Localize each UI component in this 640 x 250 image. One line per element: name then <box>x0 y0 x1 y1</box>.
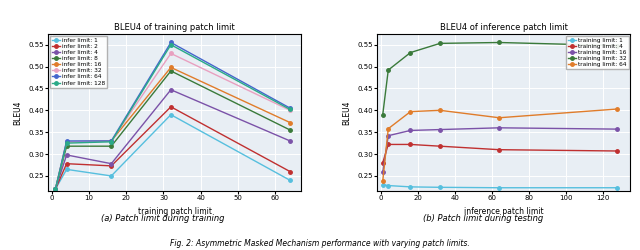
training limit: 32: (16, 0.532): 32: (16, 0.532) <box>406 51 414 54</box>
training limit: 4: (128, 0.307): 4: (128, 0.307) <box>614 150 621 152</box>
Text: (a) Patch limit during training: (a) Patch limit during training <box>102 214 225 223</box>
infer limit: 2: (16, 0.273): 2: (16, 0.273) <box>108 164 115 168</box>
training limit: 1: (32, 0.224): 1: (32, 0.224) <box>436 186 444 189</box>
training limit: 32: (32, 0.553): 32: (32, 0.553) <box>436 42 444 45</box>
infer limit: 2: (4, 0.278): 2: (4, 0.278) <box>63 162 70 165</box>
infer limit: 128: (16, 0.328): 128: (16, 0.328) <box>108 140 115 143</box>
Line: infer limit: 1: infer limit: 1 <box>54 113 292 191</box>
infer limit: 8: (64, 0.355): 8: (64, 0.355) <box>286 128 294 132</box>
Line: infer limit: 2: infer limit: 2 <box>54 105 292 191</box>
training limit: 32: (1, 0.39): 32: (1, 0.39) <box>379 113 387 116</box>
X-axis label: inference patch limit: inference patch limit <box>464 207 543 216</box>
Line: training limit: 64: training limit: 64 <box>381 107 619 183</box>
infer limit: 2: (64, 0.26): 2: (64, 0.26) <box>286 170 294 173</box>
Line: training limit: 32: training limit: 32 <box>381 41 619 117</box>
infer limit: 32: (1, 0.22): 32: (1, 0.22) <box>52 188 60 190</box>
Legend: training limit: 1, training limit: 4, training limit: 16, training limit: 32, tr: training limit: 1, training limit: 4, tr… <box>566 36 628 69</box>
infer limit: 1: (64, 0.24): 1: (64, 0.24) <box>286 179 294 182</box>
training limit: 4: (64, 0.31): 4: (64, 0.31) <box>495 148 503 151</box>
Line: infer limit: 64: infer limit: 64 <box>54 41 292 191</box>
training limit: 4: (1, 0.28): 4: (1, 0.28) <box>379 161 387 164</box>
infer limit: 128: (4, 0.325): 128: (4, 0.325) <box>63 142 70 144</box>
infer limit: 1: (1, 0.22): 1: (1, 0.22) <box>52 188 60 190</box>
training limit: 16: (1, 0.258): 16: (1, 0.258) <box>379 171 387 174</box>
training limit: 64: (1, 0.238): 64: (1, 0.238) <box>379 180 387 183</box>
Line: infer limit: 8: infer limit: 8 <box>54 69 292 191</box>
infer limit: 4: (32, 0.447): 4: (32, 0.447) <box>167 88 175 91</box>
training limit: 64: (128, 0.403): 64: (128, 0.403) <box>614 108 621 110</box>
Line: infer limit: 32: infer limit: 32 <box>54 52 292 191</box>
training limit: 16: (128, 0.357): 16: (128, 0.357) <box>614 128 621 130</box>
infer limit: 128: (32, 0.55): 128: (32, 0.55) <box>167 43 175 46</box>
infer limit: 32: (4, 0.328): 32: (4, 0.328) <box>63 140 70 143</box>
training limit: 16: (32, 0.356): 16: (32, 0.356) <box>436 128 444 131</box>
infer limit: 8: (1, 0.22): 8: (1, 0.22) <box>52 188 60 190</box>
infer limit: 32: (64, 0.4): 32: (64, 0.4) <box>286 109 294 112</box>
infer limit: 32: (16, 0.33): 32: (16, 0.33) <box>108 140 115 142</box>
infer limit: 8: (16, 0.318): 8: (16, 0.318) <box>108 145 115 148</box>
training limit: 1: (1, 0.23): 1: (1, 0.23) <box>379 183 387 186</box>
training limit: 4: (32, 0.318): 4: (32, 0.318) <box>436 145 444 148</box>
infer limit: 32: (32, 0.53): 32: (32, 0.53) <box>167 52 175 55</box>
Y-axis label: BLEU4: BLEU4 <box>13 100 22 125</box>
Line: training limit: 16: training limit: 16 <box>381 126 619 174</box>
training limit: 16: (16, 0.354): 16: (16, 0.354) <box>406 129 414 132</box>
training limit: 1: (16, 0.225): 1: (16, 0.225) <box>406 186 414 188</box>
infer limit: 8: (32, 0.49): 8: (32, 0.49) <box>167 70 175 72</box>
infer limit: 16: (64, 0.372): 16: (64, 0.372) <box>286 121 294 124</box>
infer limit: 1: (16, 0.25): 1: (16, 0.25) <box>108 174 115 178</box>
infer limit: 4: (64, 0.33): 4: (64, 0.33) <box>286 140 294 142</box>
infer limit: 64: (4, 0.33): 64: (4, 0.33) <box>63 140 70 142</box>
training limit: 64: (32, 0.4): 64: (32, 0.4) <box>436 109 444 112</box>
training limit: 32: (128, 0.548): 32: (128, 0.548) <box>614 44 621 47</box>
training limit: 32: (4, 0.492): 32: (4, 0.492) <box>385 68 392 71</box>
infer limit: 16: (16, 0.33): 16: (16, 0.33) <box>108 140 115 142</box>
X-axis label: training patch limit: training patch limit <box>138 207 212 216</box>
training limit: 32: (64, 0.555): 32: (64, 0.555) <box>495 41 503 44</box>
infer limit: 128: (1, 0.22): 128: (1, 0.22) <box>52 188 60 190</box>
training limit: 1: (128, 0.223): 1: (128, 0.223) <box>614 186 621 189</box>
Line: training limit: 1: training limit: 1 <box>381 183 619 190</box>
infer limit: 128: (64, 0.402): 128: (64, 0.402) <box>286 108 294 111</box>
infer limit: 16: (4, 0.328): 16: (4, 0.328) <box>63 140 70 143</box>
Text: Fig. 2: Asymmetric Masked Mechanism performance with varying patch limits.: Fig. 2: Asymmetric Masked Mechanism perf… <box>170 239 470 248</box>
infer limit: 1: (32, 0.39): 1: (32, 0.39) <box>167 113 175 116</box>
infer limit: 2: (1, 0.22): 2: (1, 0.22) <box>52 188 60 190</box>
Line: infer limit: 16: infer limit: 16 <box>54 66 292 191</box>
training limit: 4: (4, 0.322): 4: (4, 0.322) <box>385 143 392 146</box>
infer limit: 8: (4, 0.318): 8: (4, 0.318) <box>63 145 70 148</box>
training limit: 1: (64, 0.223): 1: (64, 0.223) <box>495 186 503 189</box>
infer limit: 2: (32, 0.408): 2: (32, 0.408) <box>167 105 175 108</box>
infer limit: 16: (32, 0.498): 16: (32, 0.498) <box>167 66 175 69</box>
training limit: 4: (16, 0.322): 4: (16, 0.322) <box>406 143 414 146</box>
infer limit: 64: (32, 0.555): 64: (32, 0.555) <box>167 41 175 44</box>
Line: infer limit: 128: infer limit: 128 <box>54 43 292 191</box>
infer limit: 4: (4, 0.298): 4: (4, 0.298) <box>63 154 70 156</box>
training limit: 1: (4, 0.228): 1: (4, 0.228) <box>385 184 392 187</box>
infer limit: 4: (1, 0.22): 4: (1, 0.22) <box>52 188 60 190</box>
training limit: 16: (64, 0.36): 16: (64, 0.36) <box>495 126 503 129</box>
Legend: infer limit: 1, infer limit: 2, infer limit: 4, infer limit: 8, infer limit: 16,: infer limit: 1, infer limit: 2, infer li… <box>50 36 107 88</box>
infer limit: 1: (4, 0.265): 1: (4, 0.265) <box>63 168 70 171</box>
Title: BLEU4 of training patch limit: BLEU4 of training patch limit <box>114 23 235 32</box>
infer limit: 4: (16, 0.278): 4: (16, 0.278) <box>108 162 115 165</box>
training limit: 64: (4, 0.358): 64: (4, 0.358) <box>385 127 392 130</box>
training limit: 64: (16, 0.397): 64: (16, 0.397) <box>406 110 414 113</box>
infer limit: 16: (1, 0.22): 16: (1, 0.22) <box>52 188 60 190</box>
infer limit: 64: (1, 0.22): 64: (1, 0.22) <box>52 188 60 190</box>
training limit: 16: (4, 0.342): 16: (4, 0.342) <box>385 134 392 137</box>
Text: (b) Patch limit during testing: (b) Patch limit during testing <box>423 214 543 223</box>
Line: training limit: 4: training limit: 4 <box>381 143 619 165</box>
Y-axis label: BLEU4: BLEU4 <box>342 100 352 125</box>
Title: BLEU4 of inference patch limit: BLEU4 of inference patch limit <box>440 23 568 32</box>
infer limit: 64: (16, 0.33): 64: (16, 0.33) <box>108 140 115 142</box>
training limit: 64: (64, 0.383): 64: (64, 0.383) <box>495 116 503 119</box>
Line: infer limit: 4: infer limit: 4 <box>54 88 292 191</box>
infer limit: 64: (64, 0.405): 64: (64, 0.405) <box>286 106 294 110</box>
